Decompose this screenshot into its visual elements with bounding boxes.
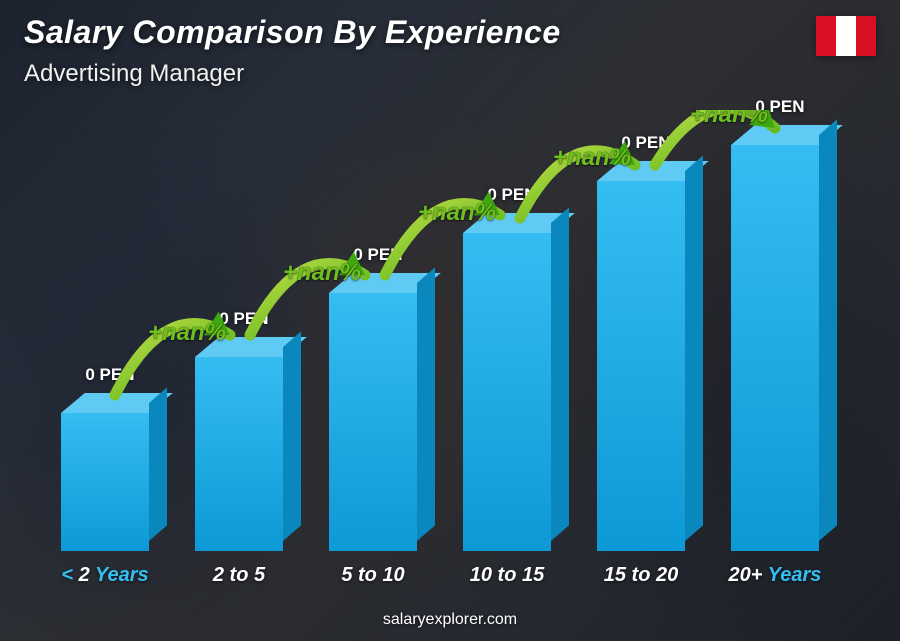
bar-4: 0 PEN15 to 20 (576, 181, 706, 551)
bar-0: 0 PEN< 2 Years (40, 413, 170, 551)
bar-chart: 0 PEN< 2 Years0 PEN2 to 50 PEN5 to 100 P… (30, 110, 850, 591)
bar-side-face (417, 267, 435, 541)
bar-5: 0 PEN20+ Years (710, 145, 840, 551)
bar-side-face (819, 119, 837, 541)
bar-value-label: 0 PEN (85, 365, 134, 385)
bar-side-face (551, 207, 569, 541)
bar-front (731, 145, 819, 551)
bar-x-label: 20+ Years (645, 564, 900, 587)
bar-front (463, 233, 551, 551)
bar-value-label: 0 PEN (353, 245, 402, 265)
bar-side-face (685, 155, 703, 541)
country-flag-peru (816, 16, 876, 56)
bar-front (61, 413, 149, 551)
bar-value-label: 0 PEN (621, 133, 670, 153)
footer-credit: salaryexplorer.com (383, 611, 517, 629)
bar-value-label: 0 PEN (755, 97, 804, 117)
bar-front (597, 181, 685, 551)
flag-stripe-right (856, 16, 876, 56)
bar-value-label: 0 PEN (487, 185, 536, 205)
bar-3: 0 PEN10 to 15 (442, 233, 572, 551)
bar-front (195, 357, 283, 551)
bar-value-label: 0 PEN (219, 309, 268, 329)
bar-2: 0 PEN5 to 10 (308, 293, 438, 551)
bar-side-face (283, 331, 301, 541)
flag-stripe-center (836, 16, 856, 56)
flag-stripe-left (816, 16, 836, 56)
bar-1: 0 PEN2 to 5 (174, 357, 304, 551)
chart-title: Salary Comparison By Experience (24, 14, 561, 51)
chart-container: Salary Comparison By Experience Advertis… (0, 0, 900, 641)
bar-side-face (149, 387, 167, 541)
chart-subtitle: Advertising Manager (24, 60, 244, 88)
bar-front (329, 293, 417, 551)
bars-area: 0 PEN< 2 Years0 PEN2 to 50 PEN5 to 100 P… (30, 110, 850, 591)
